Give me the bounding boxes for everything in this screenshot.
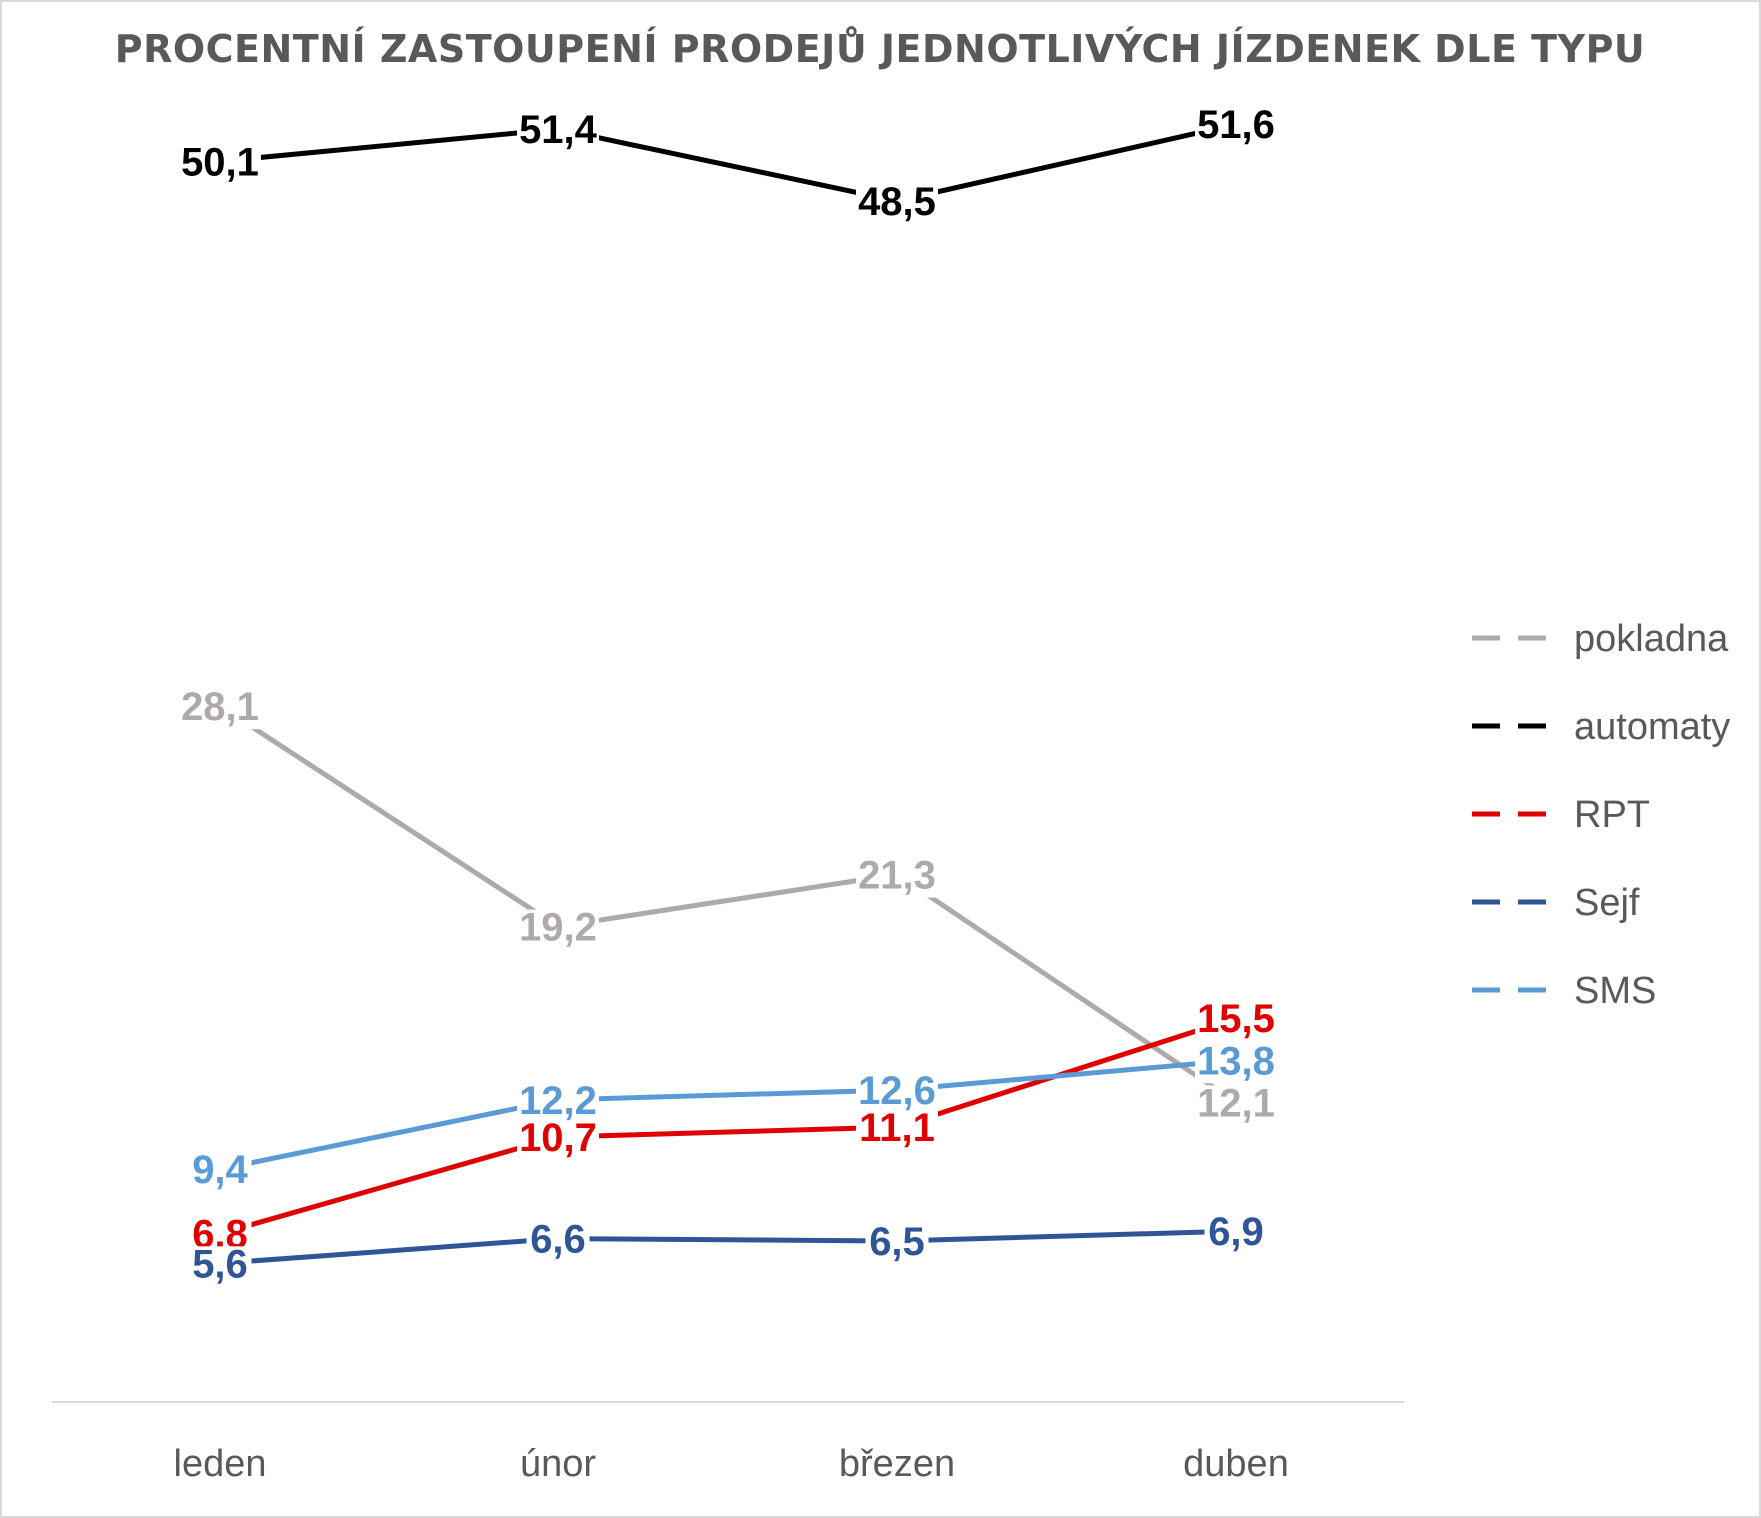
data-label-rpt-brezen: 11,1 (859, 1106, 935, 1150)
x-tick-label-unor: únor (520, 1443, 596, 1485)
data-label-automaty-leden: 50,1 (181, 140, 259, 184)
data-label-bg (517, 1120, 599, 1161)
data-label-sejf-unor: 6,6 (530, 1218, 586, 1262)
data-label-bg (856, 857, 938, 898)
data-label-bg (179, 144, 261, 185)
data-label-automaty-unor: 51,4 (519, 108, 598, 152)
data-label-rpt-duben: 15,5 (1197, 997, 1275, 1041)
data-label-sms-brezen: 12,6 (858, 1069, 936, 1113)
data-label-sms-unor: 12,2 (519, 1079, 597, 1123)
data-label-bg (1195, 1043, 1277, 1084)
legend: pokladna automaty RPT Sejf SMS (1472, 618, 1730, 1012)
data-label-bg (1204, 1214, 1268, 1255)
data-label-automaty-brezen: 48,5 (858, 180, 936, 224)
data-label-sejf-brezen: 6,5 (869, 1220, 925, 1264)
series-line-sms (217, 1057, 1239, 1172)
data-label-sms-leden: 9,4 (192, 1148, 248, 1192)
legend-label-sejf: Sejf (1574, 882, 1640, 924)
data-label-pokladna-unor: 19,2 (519, 906, 597, 950)
legend-label-pokladna: pokladna (1574, 618, 1729, 660)
data-label-bg (865, 1224, 929, 1265)
data-label-sms-duben: 13,8 (1197, 1039, 1275, 1083)
legend-label-automaty: automaty (1574, 706, 1730, 748)
data-label-automaty-duben: 51,6 (1197, 103, 1275, 147)
data-label-bg (856, 1072, 938, 1113)
data-label-bg (179, 689, 261, 730)
series-line-rpt (217, 1015, 1239, 1237)
series-line-pokladna (217, 703, 1239, 1105)
data-label-bg (188, 1246, 252, 1287)
data-label-bg (188, 1152, 252, 1193)
x-tick-label-brezen: březen (839, 1443, 955, 1485)
x-axis-ticks: leden únor březen duben (174, 1443, 1289, 1485)
data-label-bg (1195, 1001, 1277, 1042)
data-label-bg (1195, 1085, 1277, 1126)
data-labels: 28,119,221,312,150,151,448,551,66,810,7 1… (179, 103, 1277, 1287)
data-label-bg (517, 112, 599, 153)
series-lines (217, 121, 1239, 1266)
data-label-bg (856, 1110, 938, 1151)
series-line-automaty (217, 121, 1239, 204)
series-line-sejf (217, 1228, 1239, 1266)
data-label-bg (517, 909, 599, 950)
data-label-bg (856, 183, 938, 224)
data-label-bg (517, 1082, 599, 1123)
legend-label-sms: SMS (1574, 970, 1656, 1012)
data-label-sejf-leden: 5,6 (192, 1242, 248, 1286)
data-label-sejf-duben: 6,9 (1208, 1210, 1264, 1254)
data-label-pokladna-brezen: 21,3 (858, 854, 936, 898)
data-label-bg (1195, 107, 1277, 148)
x-tick-label-leden: leden (174, 1443, 267, 1485)
data-label-rpt-unor: 10,7 (519, 1116, 597, 1160)
data-label-pokladna-duben: 12,1 (1197, 1081, 1275, 1125)
data-label-pokladna-leden: 28,1 (181, 685, 259, 729)
legend-label-rpt: RPT (1574, 794, 1650, 836)
x-tick-label-duben: duben (1183, 1443, 1289, 1485)
data-label-bg (526, 1221, 590, 1262)
chart-title: PROCENTNÍ ZASTOUPENÍ PRODEJŮ JEDNOTLIVÝC… (115, 27, 1646, 71)
